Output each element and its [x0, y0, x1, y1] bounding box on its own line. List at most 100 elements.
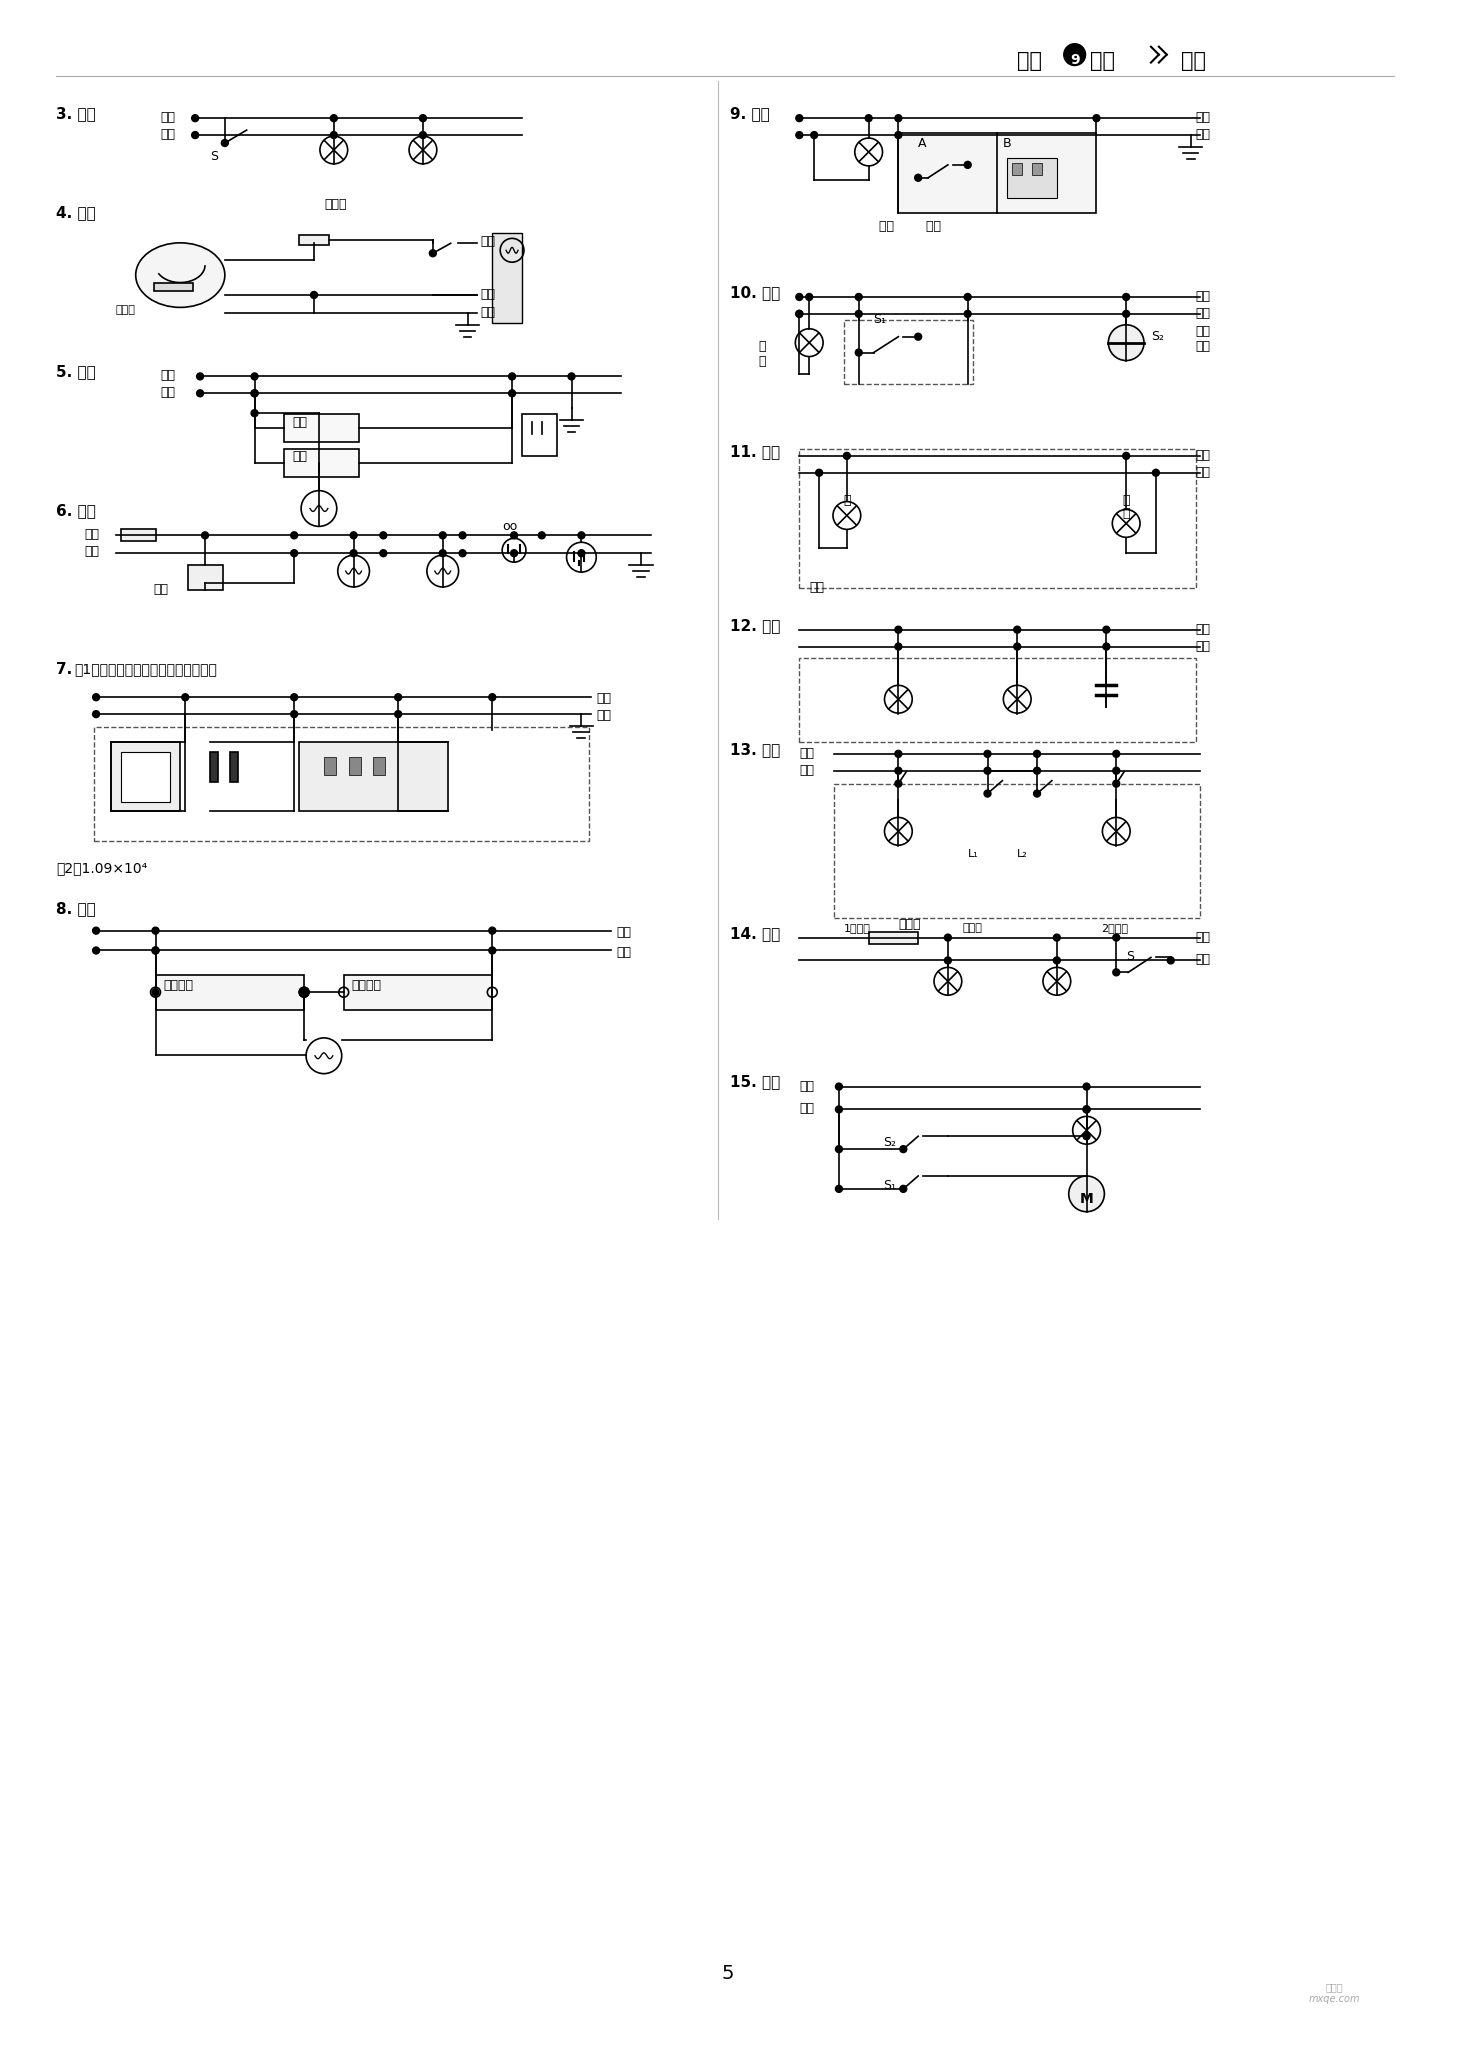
Text: 红: 红 — [844, 493, 851, 506]
Bar — [284, 413, 358, 442]
Bar — [299, 235, 329, 246]
Text: 零线: 零线 — [481, 289, 495, 301]
Bar — [522, 413, 557, 456]
Circle shape — [488, 948, 495, 954]
Text: 14. 如图: 14. 如图 — [730, 925, 781, 942]
Circle shape — [1123, 452, 1129, 459]
Circle shape — [197, 389, 204, 397]
Circle shape — [895, 115, 902, 121]
Text: 台: 台 — [758, 340, 765, 352]
Circle shape — [895, 131, 902, 139]
Circle shape — [983, 751, 991, 757]
Text: 火线: 火线 — [800, 1079, 814, 1093]
Circle shape — [538, 532, 545, 538]
Bar — [844, 319, 973, 385]
Circle shape — [835, 1146, 842, 1152]
Text: 15. 如图: 15. 如图 — [730, 1075, 781, 1089]
Bar — [492, 233, 522, 323]
Text: 声控开关: 声控开关 — [163, 978, 194, 991]
Text: B: B — [1002, 137, 1011, 149]
Text: 13. 如图: 13. 如图 — [730, 741, 781, 757]
Circle shape — [201, 532, 208, 538]
Circle shape — [965, 311, 972, 317]
Circle shape — [221, 139, 229, 147]
Circle shape — [1123, 293, 1129, 301]
Circle shape — [1053, 933, 1061, 942]
Circle shape — [835, 1105, 842, 1114]
Circle shape — [93, 710, 99, 718]
Circle shape — [420, 131, 427, 139]
Circle shape — [510, 532, 517, 538]
Circle shape — [1113, 768, 1120, 774]
Circle shape — [459, 551, 466, 557]
Circle shape — [895, 780, 902, 788]
Bar — [188, 565, 223, 590]
Circle shape — [192, 115, 198, 121]
Text: A: A — [918, 137, 927, 149]
Bar — [299, 741, 447, 811]
Text: 5: 5 — [721, 1963, 734, 1984]
Text: 零线: 零线 — [1196, 467, 1211, 479]
Circle shape — [350, 532, 357, 538]
Circle shape — [395, 694, 402, 700]
Bar — [868, 931, 918, 944]
Circle shape — [1109, 325, 1144, 360]
Text: 零线: 零线 — [1196, 129, 1211, 141]
Text: 声控开关: 声控开关 — [351, 978, 382, 991]
Bar — [121, 751, 170, 802]
Text: S₁: S₁ — [883, 1179, 896, 1191]
Text: 答案图
mxqe.com: 答案图 mxqe.com — [1308, 1984, 1359, 2004]
Bar — [373, 757, 385, 774]
Circle shape — [895, 626, 902, 633]
Circle shape — [1113, 751, 1120, 757]
Text: S: S — [210, 149, 219, 164]
Text: 11. 如图: 11. 如图 — [730, 444, 779, 459]
Circle shape — [578, 532, 584, 538]
Text: M: M — [1080, 1191, 1093, 1206]
Circle shape — [395, 710, 402, 718]
Text: 光控: 光控 — [293, 416, 307, 428]
Text: 火线: 火线 — [160, 368, 175, 383]
Text: 火线: 火线 — [85, 528, 99, 540]
Text: 零线: 零线 — [800, 764, 814, 776]
Text: 零线: 零线 — [85, 545, 99, 559]
Circle shape — [1014, 626, 1021, 633]
Circle shape — [152, 948, 159, 954]
Text: 火线: 火线 — [1196, 111, 1211, 125]
Text: 9. 如图: 9. 如图 — [730, 106, 769, 121]
Circle shape — [1083, 1083, 1090, 1091]
Text: 3. 如图: 3. 如图 — [57, 106, 96, 121]
Text: 零线: 零线 — [160, 129, 175, 141]
Circle shape — [1064, 43, 1085, 66]
Circle shape — [510, 551, 517, 557]
Circle shape — [439, 551, 446, 557]
Text: 卧室: 卧室 — [809, 581, 825, 594]
Bar — [153, 282, 194, 291]
Text: 7.: 7. — [57, 663, 73, 678]
Circle shape — [944, 956, 951, 964]
Circle shape — [1113, 968, 1120, 976]
Circle shape — [1103, 626, 1110, 633]
Circle shape — [1123, 311, 1129, 317]
Circle shape — [578, 551, 584, 557]
Circle shape — [1033, 790, 1040, 796]
Bar — [323, 757, 335, 774]
Circle shape — [291, 694, 297, 700]
Circle shape — [300, 989, 307, 995]
Circle shape — [380, 532, 386, 538]
Circle shape — [192, 131, 198, 139]
Bar — [230, 751, 237, 782]
Circle shape — [508, 373, 516, 381]
Circle shape — [965, 162, 972, 168]
Text: 灯: 灯 — [758, 354, 765, 368]
Circle shape — [251, 389, 258, 397]
Circle shape — [508, 389, 516, 397]
Text: 10. 如图: 10. 如图 — [730, 285, 781, 301]
Circle shape — [291, 710, 297, 718]
Circle shape — [310, 291, 318, 299]
Circle shape — [965, 293, 972, 301]
Circle shape — [900, 1185, 906, 1191]
Circle shape — [895, 751, 902, 757]
Circle shape — [1152, 469, 1160, 477]
Text: 火线: 火线 — [800, 747, 814, 759]
